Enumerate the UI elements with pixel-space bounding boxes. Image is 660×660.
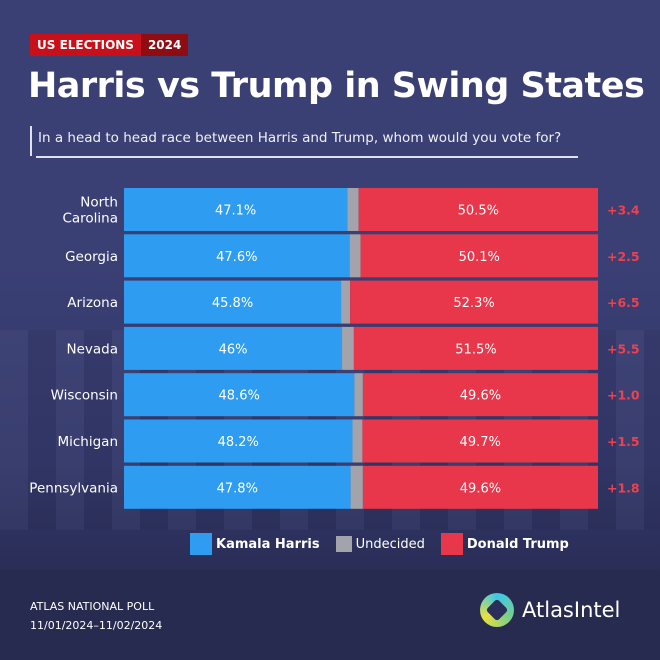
category-badge: US ELECTIONS 2024	[30, 34, 189, 56]
trump-margin-label: +2.5	[607, 249, 640, 264]
bar-trump	[353, 326, 598, 370]
bar-undecided	[354, 373, 363, 417]
subtitle-underline	[36, 156, 578, 158]
legend-undecided-label: Undecided	[355, 536, 425, 552]
bar-undecided	[341, 280, 351, 324]
bar-value-label: 45.8%	[212, 296, 253, 311]
trump-margin-label: +1.0	[607, 388, 640, 403]
bar-harris	[124, 419, 353, 463]
bar-harris	[124, 280, 342, 324]
bar-value-label: 50.1%	[459, 250, 500, 265]
bar-trump	[362, 465, 598, 509]
bar-value-label: 49.6%	[460, 481, 501, 496]
poll-name: ATLAS NATIONAL POLL	[30, 600, 155, 613]
legend-harris: Kamala Harris	[190, 533, 320, 555]
harris-portrait-icon	[190, 533, 212, 555]
state-label: Nevada	[66, 341, 118, 357]
page-title: Harris vs Trump in Swing States	[28, 66, 645, 106]
badge-year: 2024	[140, 34, 189, 56]
state-label: Arizona	[67, 295, 118, 311]
bar-trump	[350, 280, 598, 324]
trump-margin-label: +5.5	[607, 341, 640, 356]
bar-harris	[124, 465, 351, 509]
bar-harris	[124, 326, 343, 370]
bar-value-label: 48.2%	[218, 435, 259, 450]
footer: ATLAS NATIONAL POLL 11/01/2024–11/02/202…	[30, 597, 162, 635]
bar-value-label: 48.6%	[219, 389, 260, 404]
bar-undecided	[352, 419, 363, 463]
bar-trump	[362, 419, 598, 463]
trees-backdrop	[0, 570, 660, 660]
legend-trump-label: Donald Trump	[466, 536, 569, 552]
bar-value-label: 46%	[219, 342, 248, 357]
bar-value-label: 47.8%	[217, 481, 258, 496]
atlasintel-logo: AtlasIntel	[480, 593, 620, 627]
bar-undecided	[350, 465, 363, 509]
trump-margin-label: +1.8	[607, 480, 640, 495]
bar-undecided	[349, 234, 361, 278]
subtitle-bracket	[30, 126, 32, 156]
legend: Kamala Harris Undecided Donald Trump	[190, 533, 585, 555]
bar-undecided	[342, 326, 354, 370]
bar-value-label: 47.6%	[216, 250, 257, 265]
legend-trump: Donald Trump	[440, 533, 569, 555]
legend-harris-label: Kamala Harris	[216, 536, 320, 552]
bar-trump	[362, 373, 598, 417]
trump-margin-label: +6.5	[607, 295, 640, 310]
bar-harris	[124, 234, 350, 278]
bar-value-label: 49.7%	[460, 435, 501, 450]
bar-value-label: 50.5%	[458, 204, 499, 219]
state-label: Wisconsin	[51, 388, 118, 404]
bar-trump	[360, 234, 598, 278]
trump-margin-label: +3.4	[607, 203, 640, 218]
poll-dates: 11/01/2024–11/02/2024	[30, 619, 163, 632]
bar-value-label: 52.3%	[453, 296, 494, 311]
logo-text: AtlasIntel	[522, 598, 621, 622]
atlas-logo-icon	[480, 593, 514, 627]
badge-label: US ELECTIONS	[30, 34, 141, 56]
state-label: Pennsylvania	[29, 480, 118, 496]
legend-undecided: Undecided	[335, 536, 425, 552]
bar-trump	[358, 188, 598, 231]
bar-value-label: 51.5%	[455, 342, 496, 357]
state-label: Georgia	[65, 249, 118, 265]
state-label: North Carolina	[62, 195, 118, 227]
bar-undecided	[347, 188, 359, 231]
trump-margin-label: +1.5	[607, 434, 640, 449]
undecided-swatch-icon	[335, 536, 352, 552]
bar-value-label: 47.1%	[215, 204, 256, 219]
bar-harris	[124, 373, 355, 417]
state-label: Michigan	[57, 434, 118, 450]
bar-harris	[124, 188, 348, 231]
bar-value-label: 49.6%	[460, 389, 501, 404]
subtitle: In a head to head race between Harris an…	[38, 130, 562, 146]
trump-portrait-icon	[440, 533, 463, 555]
